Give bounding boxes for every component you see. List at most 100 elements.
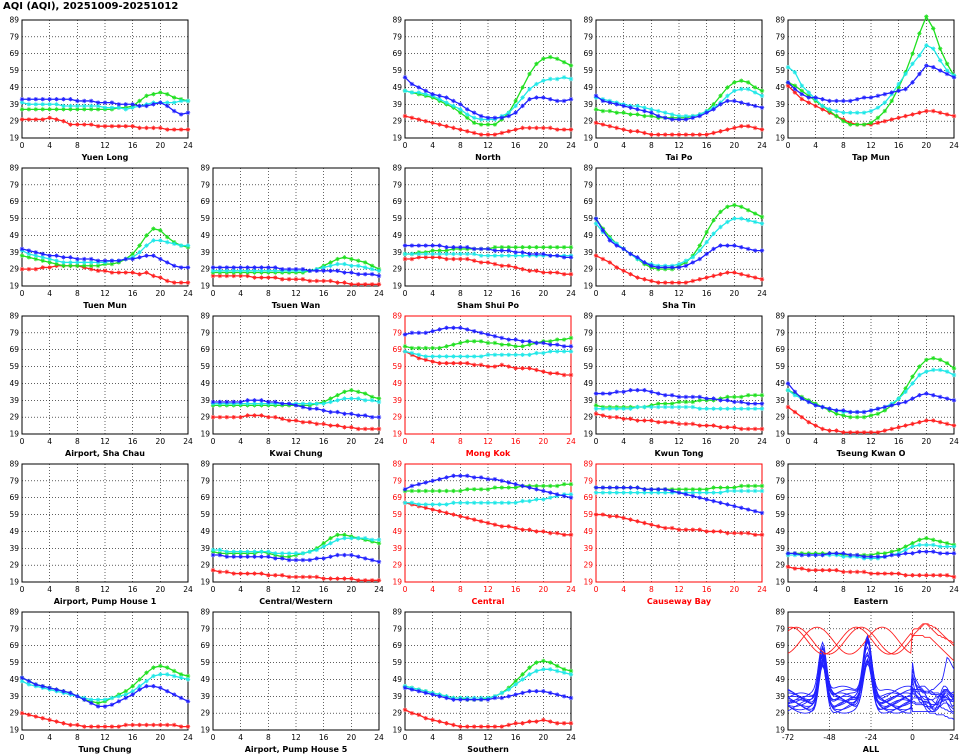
data-point bbox=[642, 108, 647, 114]
panel-frame bbox=[21, 167, 189, 287]
data-point bbox=[506, 480, 511, 485]
data-point bbox=[690, 399, 696, 405]
data-point bbox=[75, 260, 80, 265]
data-point bbox=[144, 243, 149, 248]
y-tick-label: 69 bbox=[9, 641, 19, 650]
data-point bbox=[937, 539, 943, 544]
data-point bbox=[342, 389, 347, 395]
data-point bbox=[704, 132, 709, 137]
data-point bbox=[944, 573, 950, 578]
data-point bbox=[492, 724, 498, 729]
data-point bbox=[875, 105, 881, 110]
data-point bbox=[259, 554, 264, 559]
data-point bbox=[676, 527, 682, 532]
data-point bbox=[158, 256, 163, 262]
data-point bbox=[137, 272, 142, 277]
data-point bbox=[356, 263, 361, 268]
data-point bbox=[868, 120, 874, 126]
panel-frame bbox=[21, 611, 189, 731]
y-tick-label: 69 bbox=[775, 345, 785, 354]
data-point bbox=[144, 270, 149, 275]
data-point bbox=[444, 248, 449, 253]
x-tick-label: 24 bbox=[757, 141, 767, 150]
y-tick-label: 79 bbox=[9, 180, 19, 189]
data-point bbox=[711, 396, 716, 401]
data-point bbox=[704, 229, 709, 235]
x-tick-label: 20 bbox=[922, 437, 932, 446]
data-point bbox=[342, 411, 347, 416]
x-tick-label: 12 bbox=[291, 289, 301, 298]
data-point bbox=[725, 398, 730, 403]
data-point bbox=[683, 527, 689, 532]
data-point bbox=[704, 396, 709, 401]
data-point bbox=[506, 110, 511, 115]
data-point bbox=[548, 270, 553, 275]
data-point bbox=[492, 122, 498, 127]
data-point bbox=[568, 495, 574, 500]
data-point bbox=[307, 268, 313, 274]
data-point bbox=[54, 97, 59, 102]
x-tick-label: 16 bbox=[128, 733, 138, 742]
x-tick-label: 0 bbox=[403, 289, 408, 298]
data-point bbox=[554, 98, 560, 104]
data-point bbox=[437, 694, 442, 699]
data-point bbox=[725, 530, 730, 536]
panel-title: Central bbox=[472, 597, 505, 606]
data-point bbox=[116, 270, 122, 275]
y-tick-label: 39 bbox=[392, 544, 402, 553]
data-point bbox=[328, 263, 333, 268]
data-point bbox=[300, 277, 306, 282]
data-point bbox=[628, 387, 633, 393]
data-point bbox=[759, 105, 765, 110]
data-point bbox=[349, 270, 354, 275]
data-point bbox=[621, 268, 626, 274]
data-point bbox=[676, 490, 682, 495]
data-point bbox=[785, 387, 791, 393]
data-point bbox=[725, 485, 730, 490]
data-point bbox=[165, 234, 170, 240]
data-point bbox=[813, 95, 818, 100]
data-point bbox=[951, 398, 957, 403]
data-point bbox=[437, 93, 442, 99]
data-point bbox=[409, 488, 415, 494]
data-point bbox=[548, 690, 553, 696]
x-tick-label: 12 bbox=[866, 585, 876, 594]
data-point bbox=[642, 520, 647, 526]
data-point bbox=[130, 689, 135, 694]
y-tick-label: 59 bbox=[392, 658, 402, 667]
data-point bbox=[683, 263, 689, 268]
data-point bbox=[88, 700, 94, 706]
data-point bbox=[732, 406, 737, 411]
data-point bbox=[369, 398, 375, 403]
data-point bbox=[273, 268, 278, 274]
data-point bbox=[478, 260, 484, 265]
data-point bbox=[882, 118, 888, 124]
data-point bbox=[328, 260, 333, 265]
data-point bbox=[402, 75, 408, 80]
x-tick-label: 20 bbox=[347, 585, 357, 594]
x-tick-label: 12 bbox=[483, 141, 493, 150]
data-point bbox=[656, 420, 661, 425]
data-point bbox=[349, 411, 354, 416]
data-point bbox=[548, 667, 553, 672]
data-point bbox=[47, 256, 52, 262]
data-point bbox=[656, 401, 661, 406]
data-point bbox=[554, 530, 560, 536]
data-point bbox=[561, 59, 567, 65]
y-tick-label: 89 bbox=[200, 460, 210, 469]
data-point bbox=[416, 482, 422, 487]
data-point bbox=[465, 107, 470, 112]
data-point bbox=[568, 97, 574, 102]
data-point bbox=[600, 391, 606, 396]
data-point bbox=[669, 488, 675, 494]
data-point bbox=[541, 56, 546, 61]
data-point bbox=[437, 476, 442, 482]
data-point bbox=[541, 488, 546, 494]
y-tick-label: 49 bbox=[775, 527, 785, 536]
data-point bbox=[171, 673, 177, 679]
data-point bbox=[47, 685, 52, 691]
data-point bbox=[527, 689, 532, 694]
data-point bbox=[861, 430, 867, 435]
